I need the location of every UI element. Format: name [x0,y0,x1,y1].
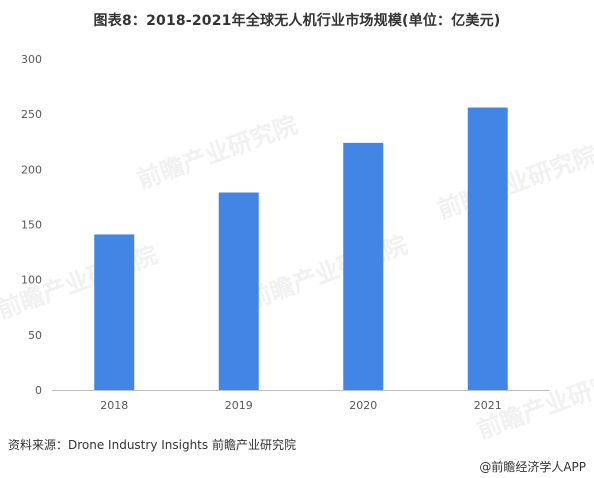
x-tick-label: 2020 [349,399,377,412]
y-tick-label: 50 [28,329,42,342]
y-tick-label: 200 [21,163,42,176]
y-tick-label: 100 [21,274,42,287]
bars-group [94,107,508,391]
x-tick-label: 2018 [100,399,128,412]
footer-credit: @前瞻经济学人APP [479,460,586,474]
bar-2021 [467,107,508,391]
x-tick-label: 2019 [225,399,253,412]
y-tick-label: 0 [35,384,42,397]
watermark-text: 前瞻产业研究院 [244,231,411,315]
watermark-text: 前瞻产业研究院 [434,141,594,225]
y-axis-ticks: 0 50 100 150 200 250 300 [21,53,42,397]
source-note: 资料来源：Drone Industry Insights 前瞻产业研究院 [8,438,296,452]
bar-2019 [218,192,259,390]
chart-title: 图表8：2018-2021年全球无人机行业市场规模(单位：亿美元) [93,13,501,29]
y-tick-label: 250 [21,108,42,121]
y-tick-label: 150 [21,219,42,232]
watermark-text: 前瞻产业研究院 [134,111,301,195]
bar-2018 [94,234,135,390]
x-tick-label: 2021 [474,399,502,412]
bar-2020 [343,142,384,390]
x-axis-ticks: 2018 2019 2020 2021 [100,399,502,412]
y-tick-label: 300 [21,53,42,66]
